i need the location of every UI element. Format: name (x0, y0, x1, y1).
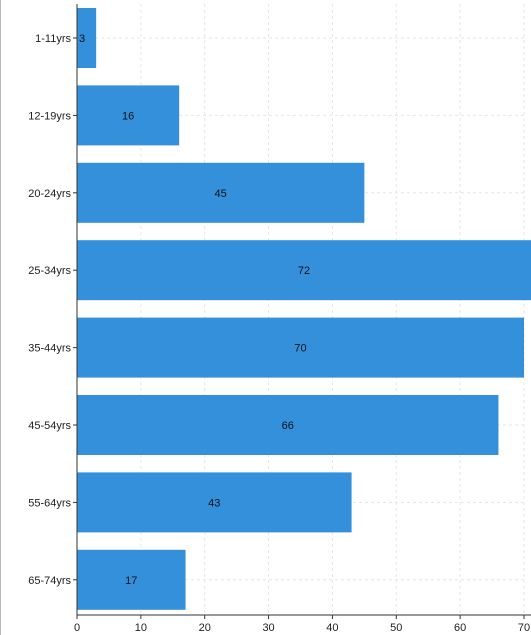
bar-12-19yrs (77, 85, 180, 146)
data-label: 72 (298, 265, 310, 277)
bars (77, 8, 531, 610)
y-tick-label: 55-64yrs (28, 497, 71, 509)
bar-55-64yrs (77, 472, 352, 533)
bar-35-44yrs (77, 317, 524, 378)
data-label: 70 (294, 343, 306, 355)
x-tick-label: 50 (390, 622, 402, 634)
x-tick-label: 0 (74, 622, 80, 634)
data-label: 43 (208, 497, 220, 509)
bar-1-11yrs (77, 8, 97, 68)
y-tick-label: 65-74yrs (28, 575, 71, 587)
x-tick-label: 40 (326, 622, 338, 634)
data-label: 3 (79, 33, 85, 45)
bar-45-54yrs (77, 395, 499, 455)
y-tick-label: 20-24yrs (28, 188, 71, 200)
y-tick-label: 12-19yrs (28, 110, 71, 122)
data-labels: 3 16 45 72 70 66 43 17 (79, 33, 310, 587)
bar-20-24yrs (77, 162, 365, 223)
y-tick-label: 45-54yrs (28, 420, 71, 432)
x-tick-label: 30 (262, 622, 274, 634)
bar-25-34yrs (77, 240, 531, 301)
y-tick-label: 35-44yrs (28, 343, 71, 355)
bar-65-74yrs (77, 549, 186, 610)
data-label: 17 (125, 575, 137, 587)
x-tick-label: 10 (135, 622, 147, 634)
data-label: 16 (122, 110, 134, 122)
data-label: 66 (282, 420, 294, 432)
y-tick-label: 25-34yrs (28, 265, 71, 277)
x-tick-label: 70 (518, 622, 530, 634)
x-tick-label: 60 (454, 622, 466, 634)
y-tick-label: 1-11yrs (35, 33, 71, 45)
axes: 0 10 20 30 40 50 60 70 1-11yrs 12-19yrs 20-24yrs 25… (28, 4, 531, 634)
x-tick-label: 20 (199, 622, 211, 634)
data-label: 45 (215, 188, 227, 200)
